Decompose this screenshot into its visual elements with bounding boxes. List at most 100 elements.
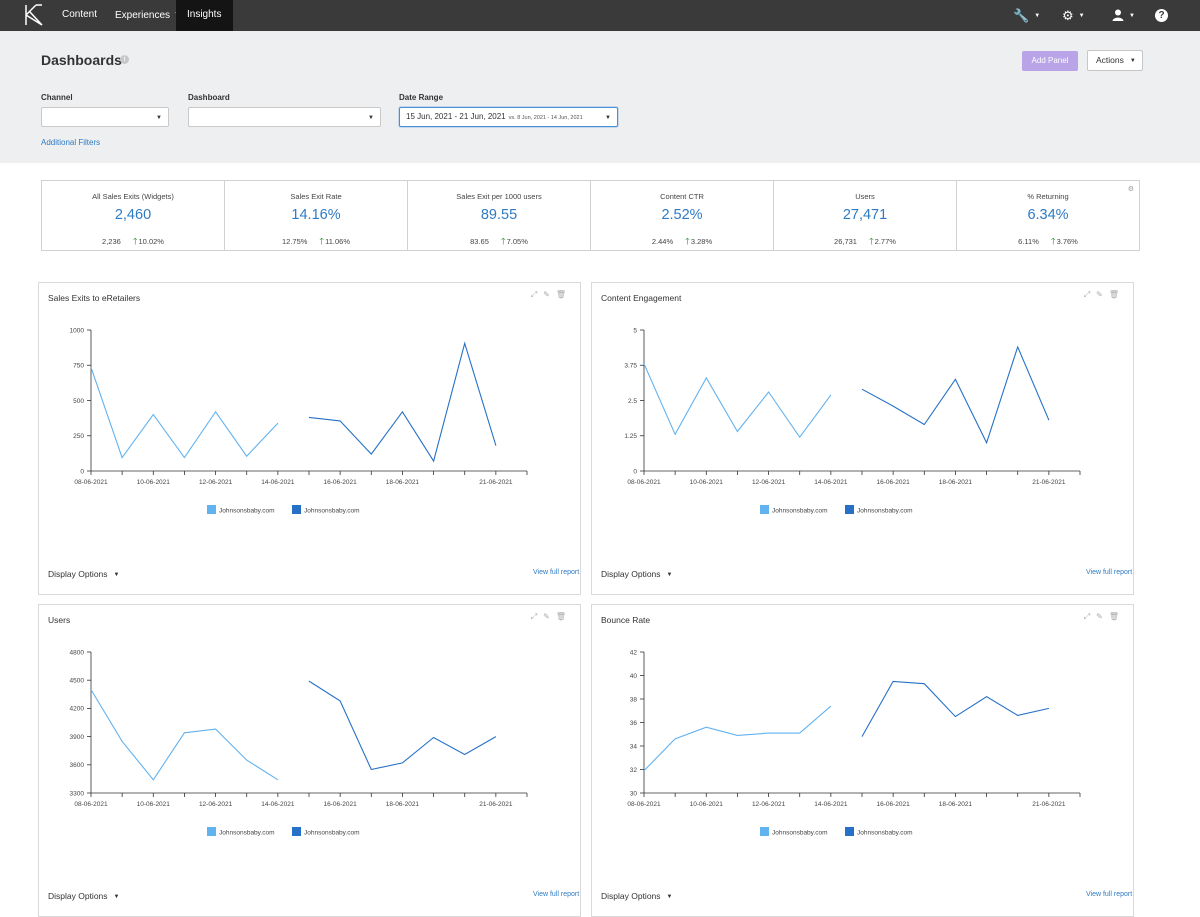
display-options-label: Display Options (48, 569, 108, 579)
series-line (643, 705, 832, 772)
expand-icon[interactable]: ⤢ (1083, 612, 1097, 621)
wrench-icon: 🔧 (1013, 8, 1030, 23)
y-tick-label: 3900 (70, 734, 85, 741)
expand-icon[interactable]: ⤢ (530, 612, 544, 621)
chevron-down-icon: ▼ (368, 115, 374, 121)
user-menu[interactable]: ▼ (1112, 0, 1135, 31)
help-icon[interactable]: ? (1155, 9, 1168, 22)
kpi-previous: 12.75% (281, 237, 308, 246)
info-icon[interactable]: i (120, 55, 129, 64)
kpi-card[interactable]: Users 27,471 26,731 🡑2.77% (774, 181, 957, 250)
legend-swatch (760, 505, 769, 514)
kpi-card[interactable]: All Sales Exits (Widgets) 2,460 2,236 🡑10… (42, 181, 225, 250)
display-options-label: Display Options (601, 891, 661, 901)
kpi-label: % Returning (1027, 192, 1069, 201)
kpi-previous: 2.44% (651, 237, 674, 246)
display-options-toggle[interactable]: Display Options ▼ (601, 891, 672, 901)
nav-insights-label: Insights (187, 9, 222, 20)
date-range-compare: vs. 8 Jun, 2021 - 14 Jun, 2021 (508, 115, 583, 121)
series-line (90, 689, 279, 781)
y-tick-label: 0 (633, 468, 637, 475)
gear-icon[interactable]: ⚙ (1127, 186, 1134, 193)
kpi-change: 11.06% (325, 237, 350, 246)
view-full-report-link[interactable]: View full report (533, 891, 580, 898)
kpi-comparison: 2.44% 🡑3.28% (591, 234, 773, 250)
x-tick-label: 14-06-2021 (814, 479, 848, 486)
channel-select[interactable]: ▼ (41, 107, 169, 127)
view-full-report-link[interactable]: View full report (533, 569, 580, 576)
dashboard-select[interactable]: ▼ (188, 107, 381, 127)
kpi-card[interactable]: Sales Exit Rate 14.16% 12.75% 🡑11.06% (225, 181, 408, 250)
settings-menu[interactable]: ⚙ ▼ (1062, 0, 1085, 31)
display-options-toggle[interactable]: Display Options ▼ (48, 569, 119, 579)
wrench-menu[interactable]: 🔧 ▼ (1013, 0, 1040, 31)
kpi-label: Sales Exit per 1000 users (456, 192, 542, 201)
x-tick-label: 16-06-2021 (324, 801, 358, 808)
chevron-down-icon: ▼ (1129, 13, 1135, 19)
panel-tools: ⤢✎🗑 (1084, 612, 1125, 622)
expand-icon[interactable]: ⤢ (530, 290, 544, 299)
kpi-value: 89.55 (480, 207, 518, 223)
view-full-report-link[interactable]: View full report (1086, 569, 1133, 576)
kpi-label: Content CTR (660, 192, 704, 201)
kpi-card[interactable]: Sales Exit per 1000 users 89.55 83.65 🡑7.… (408, 181, 591, 250)
kpi-change: 2.77% (874, 237, 896, 246)
add-panel-button[interactable]: Add Panel (1022, 51, 1078, 71)
trash-icon[interactable]: 🗑 (1108, 612, 1125, 621)
legend-swatch (207, 827, 216, 836)
y-tick-label: 3300 (70, 790, 85, 797)
y-tick-label: 1.25 (624, 433, 637, 440)
panel-tools: ⤢✎🗑 (1084, 290, 1125, 300)
expand-icon[interactable]: ⤢ (1083, 290, 1097, 299)
kpi-label: All Sales Exits (Widgets) (92, 192, 174, 201)
nav-experiences-label: Experiences (115, 10, 171, 21)
logo-icon[interactable] (22, 3, 46, 27)
y-tick-label: 34 (630, 743, 638, 750)
chevron-down-icon: ▼ (666, 894, 673, 900)
kpi-comparison: 83.65 🡑7.05% (408, 234, 590, 250)
pencil-icon[interactable]: ✎ (543, 612, 556, 621)
y-tick-label: 3.75 (624, 363, 637, 370)
additional-filters-link[interactable]: Additional Filters (41, 138, 101, 147)
pencil-icon[interactable]: ✎ (543, 290, 556, 299)
nav-content[interactable]: Content (51, 0, 108, 31)
nav-insights[interactable]: Insights▼ (176, 0, 233, 48)
chevron-down-icon: ▼ (113, 572, 120, 578)
y-tick-label: 750 (73, 363, 84, 370)
trash-icon[interactable]: 🗑 (1108, 290, 1125, 299)
kpi-card[interactable]: ⚙ % Returning 6.34% 6.11% 🡑3.76% (957, 181, 1139, 250)
kpi-comparison: 2,236 🡑10.02% (42, 234, 224, 250)
dashboard-label: Dashboard (188, 93, 230, 102)
arrow-up-icon: 🡑 (132, 236, 138, 246)
arrow-up-icon: 🡑 (500, 236, 506, 246)
x-tick-label: 12-06-2021 (199, 479, 233, 486)
pencil-icon[interactable]: ✎ (1096, 290, 1109, 299)
legend-label: Johnsonsbaby.com (772, 508, 828, 515)
kpi-card[interactable]: Content CTR 2.52% 2.44% 🡑3.28% (591, 181, 774, 250)
x-tick-label: 08-06-2021 (74, 801, 108, 808)
view-full-report-link[interactable]: View full report (1086, 891, 1133, 898)
trash-icon[interactable]: 🗑 (555, 612, 572, 621)
display-options-toggle[interactable]: Display Options ▼ (601, 569, 672, 579)
chart-panel-sales-exits: Sales Exits to eRetailers ⤢✎🗑 0 250 500 750… (38, 282, 581, 595)
arrow-up-icon: 🡑 (685, 236, 690, 246)
x-tick-label: 10-06-2021 (137, 479, 171, 486)
x-tick-label: 18-06-2021 (386, 479, 420, 486)
x-tick-label: 18-06-2021 (939, 479, 973, 486)
kpi-comparison: 26,731 🡑2.77% (774, 234, 956, 250)
kpi-value: 2,460 (114, 207, 152, 223)
chevron-down-icon: ▼ (666, 572, 673, 578)
actions-button[interactable]: Actions ▼ (1087, 50, 1143, 71)
series-line (90, 367, 279, 459)
display-options-toggle[interactable]: Display Options ▼ (48, 891, 119, 901)
legend-swatch (845, 505, 854, 514)
legend-label: Johnsonsbaby.com (219, 830, 275, 837)
pencil-icon[interactable]: ✎ (1096, 612, 1109, 621)
trash-icon[interactable]: 🗑 (555, 290, 572, 299)
line-chart: 3300 3600 3900 4200 4500 4800 08-06-2021 10-06-… (70, 649, 528, 837)
panel-tools: ⤢✎🗑 (531, 290, 572, 300)
date-range-select[interactable]: 15 Jun, 2021 - 21 Jun, 2021 vs. 8 Jun, 20… (399, 107, 618, 127)
x-tick-label: 12-06-2021 (752, 479, 786, 486)
kpi-previous: 2,236 (102, 237, 121, 246)
actions-label: Actions (1096, 55, 1124, 65)
